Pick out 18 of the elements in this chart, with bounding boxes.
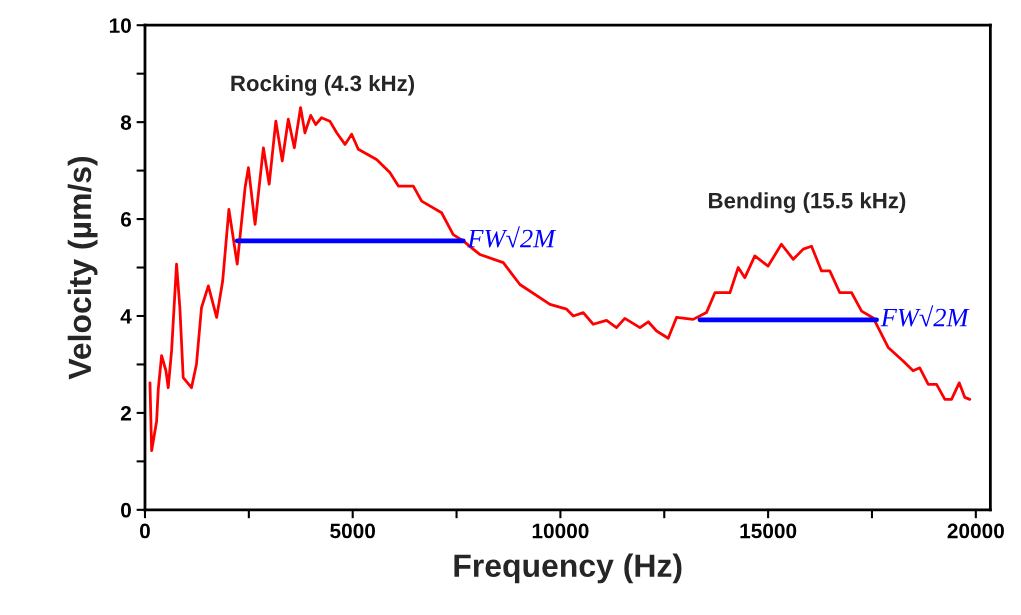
annotation: Bending (15.5 kHz): [709, 192, 906, 213]
x-tick-label: 10000: [532, 523, 589, 539]
annotation: FW√2M: [880, 305, 970, 327]
y-axis-title: Velocity (µm/s): [67, 156, 98, 380]
x-tick-label: 0: [140, 523, 150, 539]
y-tick-label: 10: [109, 18, 131, 33]
annotation: Rocking (4.3 kHz): [231, 74, 415, 96]
x-tick-label: 15000: [740, 523, 797, 539]
x-tick-label: 5000: [330, 523, 376, 539]
y-tick-label: 8: [120, 115, 132, 130]
line-series: [148, 106, 972, 453]
y-tick-label: 2: [120, 405, 131, 421]
x-axis-title: Frequency (Hz): [454, 553, 682, 584]
x-tick-label: 20000: [947, 523, 1004, 539]
annotation: FW√2M: [467, 226, 557, 248]
y-tick-label: 4: [120, 309, 132, 324]
y-tick-label: 6: [120, 212, 132, 227]
y-tick-label: 0: [121, 502, 131, 518]
